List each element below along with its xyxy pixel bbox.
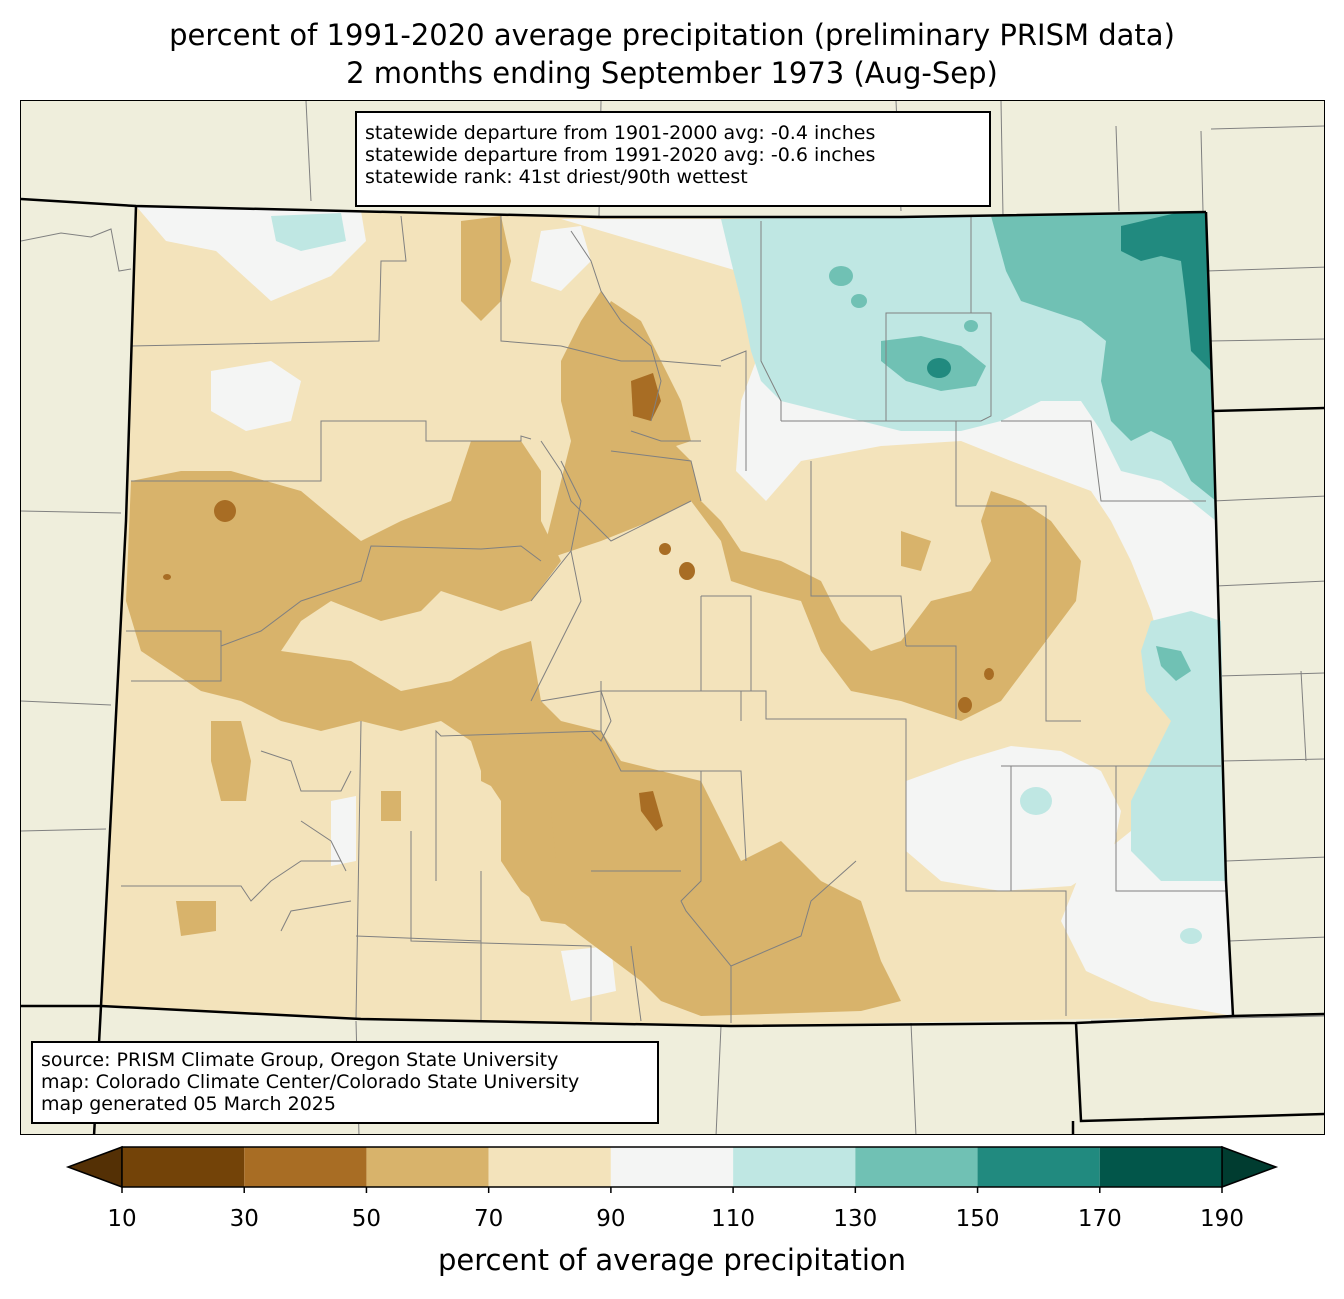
colorbar-tick-label: 90	[596, 1206, 626, 1232]
colorbar-bin-30-50	[244, 1147, 367, 1187]
map-title-line1: percent of 1991-2020 average precipitati…	[169, 18, 1175, 52]
map-panel	[20, 100, 1325, 1135]
colorbar-tick-label: 110	[711, 1206, 756, 1232]
colorbar-tick-label: 150	[955, 1206, 1000, 1232]
colorbar-over-arrow	[1221, 1145, 1279, 1189]
colorbar-bin-150-170	[977, 1147, 1100, 1187]
precipitation-colorbar	[65, 1145, 1279, 1193]
colorado-precipitation-map	[21, 101, 1324, 1134]
colorbar-tick-label: 50	[351, 1206, 382, 1232]
source-info-box: source: PRISM Climate Group, Oregon Stat…	[31, 1041, 659, 1124]
source-line: source: PRISM Climate Group, Oregon Stat…	[41, 1049, 559, 1071]
colorbar-tick-label: 170	[1077, 1206, 1122, 1232]
colorbar-tick-label: 70	[474, 1206, 504, 1232]
colorbar-tick-label: 10	[107, 1206, 137, 1232]
map-title-line2: 2 months ending September 1973 (Aug-Sep)	[346, 56, 998, 90]
colorbar-frame	[121, 1146, 1223, 1188]
colorbar-label: percent of average precipitation	[437, 1243, 907, 1277]
state-borders	[21, 197, 1324, 1134]
colorbar-tick-label: 190	[1200, 1206, 1244, 1232]
colorbar-tick-label: 30	[229, 1206, 259, 1232]
colorbar-tick-label: 130	[833, 1206, 878, 1232]
colorbar-under-arrow	[65, 1145, 123, 1189]
county-lines	[121, 215, 1226, 1023]
colorbar-bin-50-70	[366, 1147, 489, 1187]
statewide-stats-box: statewide departure from 1901-2000 avg: …	[355, 111, 991, 207]
colorbar-bin-70-90	[488, 1147, 611, 1187]
colorbar-bin-90-110	[610, 1147, 734, 1187]
stats-line-1901-2000: statewide departure from 1901-2000 avg: …	[365, 122, 876, 144]
precip-contours	[126, 206, 1233, 1016]
stats-line-1991-2020: statewide departure from 1991-2020 avg: …	[365, 144, 876, 166]
colorbar-bin-170-190	[1099, 1147, 1222, 1187]
colorbar-bin-110-130	[733, 1147, 856, 1187]
generated-date-line: map generated 05 March 2025	[41, 1093, 336, 1115]
colorbar-bin-10-30	[122, 1147, 245, 1187]
stats-line-rank: statewide rank: 41st driest/90th wettest	[365, 166, 748, 188]
map-credit-line: map: Colorado Climate Center/Colorado St…	[41, 1071, 580, 1093]
colorbar-bin-130-150	[855, 1147, 978, 1187]
